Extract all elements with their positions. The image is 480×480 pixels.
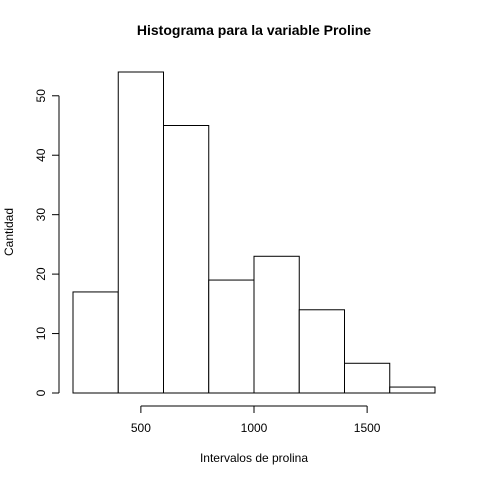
y-tick-label-30: 30 — [34, 208, 48, 222]
x-tick-label-500: 500 — [131, 421, 151, 435]
histogram-bar-5 — [253, 255, 300, 394]
bars-group — [72, 71, 436, 394]
histogram-bar-2 — [117, 71, 164, 394]
histogram-bar-1 — [72, 291, 119, 394]
y-tick-label-10: 10 — [34, 327, 48, 341]
y-tick-label-40: 40 — [34, 148, 48, 162]
histogram-bar-7 — [344, 362, 391, 394]
x-tick-label-1000: 1000 — [241, 421, 268, 435]
y-tick-label-50: 50 — [34, 89, 48, 103]
y-axis-label: Cantidad — [2, 208, 16, 256]
histogram-bar-4 — [208, 279, 255, 394]
y-axis: 0 10 20 30 40 50 — [34, 89, 60, 396]
x-axis-label: Intervalos de prolina — [200, 451, 308, 465]
histogram-bar-8 — [389, 386, 436, 394]
histogram-bar-6 — [298, 309, 345, 394]
histogram-bar-3 — [163, 125, 210, 394]
x-tick-label-1500: 1500 — [354, 421, 381, 435]
y-tick-label-20: 20 — [34, 267, 48, 281]
y-tick-label-0: 0 — [34, 389, 48, 396]
x-axis: 500 1000 1500 — [131, 405, 381, 435]
chart-title: Histograma para la variable Proline — [137, 22, 371, 38]
